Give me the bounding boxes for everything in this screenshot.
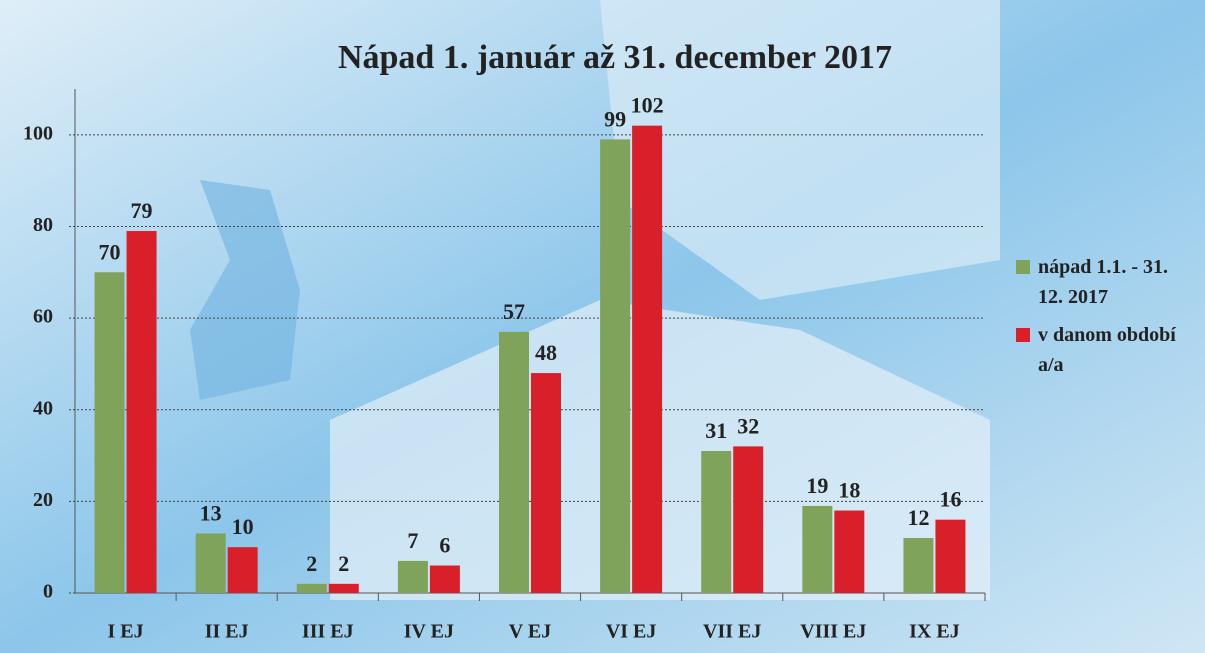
value-label: 57 (503, 299, 525, 324)
value-label: 99 (604, 106, 626, 131)
value-label: 10 (232, 514, 254, 539)
value-label: 79 (131, 198, 153, 223)
legend-swatch (1016, 328, 1030, 342)
bar (903, 538, 934, 593)
x-tick-label: IX EJ (909, 621, 960, 643)
legend-label: nápad 1.1. - 31. 12. 2017 (1038, 256, 1169, 308)
bar (632, 125, 663, 594)
legend: nápad 1.1. - 31. 12. 2017 v danom období … (1016, 252, 1196, 388)
bar (499, 331, 529, 593)
x-tick-label: V EJ (509, 621, 551, 643)
legend-swatch (1016, 260, 1030, 274)
bar (195, 533, 226, 593)
bar (429, 565, 460, 593)
bar (328, 583, 359, 593)
x-tick-label: VII EJ (703, 621, 761, 643)
value-label: 16 (939, 487, 961, 512)
y-tick-label: 100 (23, 122, 53, 144)
bar (397, 560, 428, 593)
value-label: 2 (306, 551, 317, 576)
bar (600, 139, 631, 593)
bar (126, 231, 157, 593)
bar (531, 373, 561, 593)
value-label: 6 (439, 533, 450, 558)
bar (802, 505, 833, 593)
bar (834, 510, 865, 593)
x-tick-label: II EJ (205, 621, 249, 643)
value-label: 7 (407, 528, 418, 553)
x-tick-label: IV EJ (404, 621, 454, 643)
bar (296, 583, 327, 593)
x-tick-label: VI EJ (606, 621, 657, 643)
value-label: 102 (631, 93, 664, 118)
legend-entry: nápad 1.1. - 31. 12. 2017 (1016, 252, 1196, 312)
value-label: 70 (99, 239, 121, 264)
value-label: 31 (705, 418, 727, 443)
x-tick-label: VIII EJ (800, 621, 866, 643)
value-label: 19 (806, 473, 828, 498)
y-tick-label: 80 (33, 214, 53, 236)
bar (94, 272, 125, 593)
y-tick-label: 40 (33, 397, 53, 419)
value-label: 12 (907, 505, 929, 530)
value-label: 2 (338, 551, 349, 576)
map-land (600, 0, 1000, 300)
x-tick-label: III EJ (302, 621, 354, 643)
bar (935, 519, 966, 593)
y-tick-label: 20 (33, 489, 53, 511)
value-label: 48 (535, 340, 557, 365)
bar (733, 446, 764, 593)
value-label: 32 (737, 413, 759, 438)
legend-entry: v danom období a/a (1016, 320, 1196, 380)
bar (701, 450, 732, 593)
legend-label: v danom období a/a (1038, 324, 1176, 376)
map-land (190, 180, 300, 400)
y-tick-label: 60 (33, 306, 53, 328)
value-label: 13 (200, 500, 222, 525)
bar (227, 547, 258, 593)
y-tick-label: 0 (43, 581, 53, 603)
value-label: 18 (838, 478, 860, 503)
chart-title: Nápad 1. január až 31. december 2017 (338, 39, 892, 76)
x-tick-label: I EJ (107, 621, 143, 643)
